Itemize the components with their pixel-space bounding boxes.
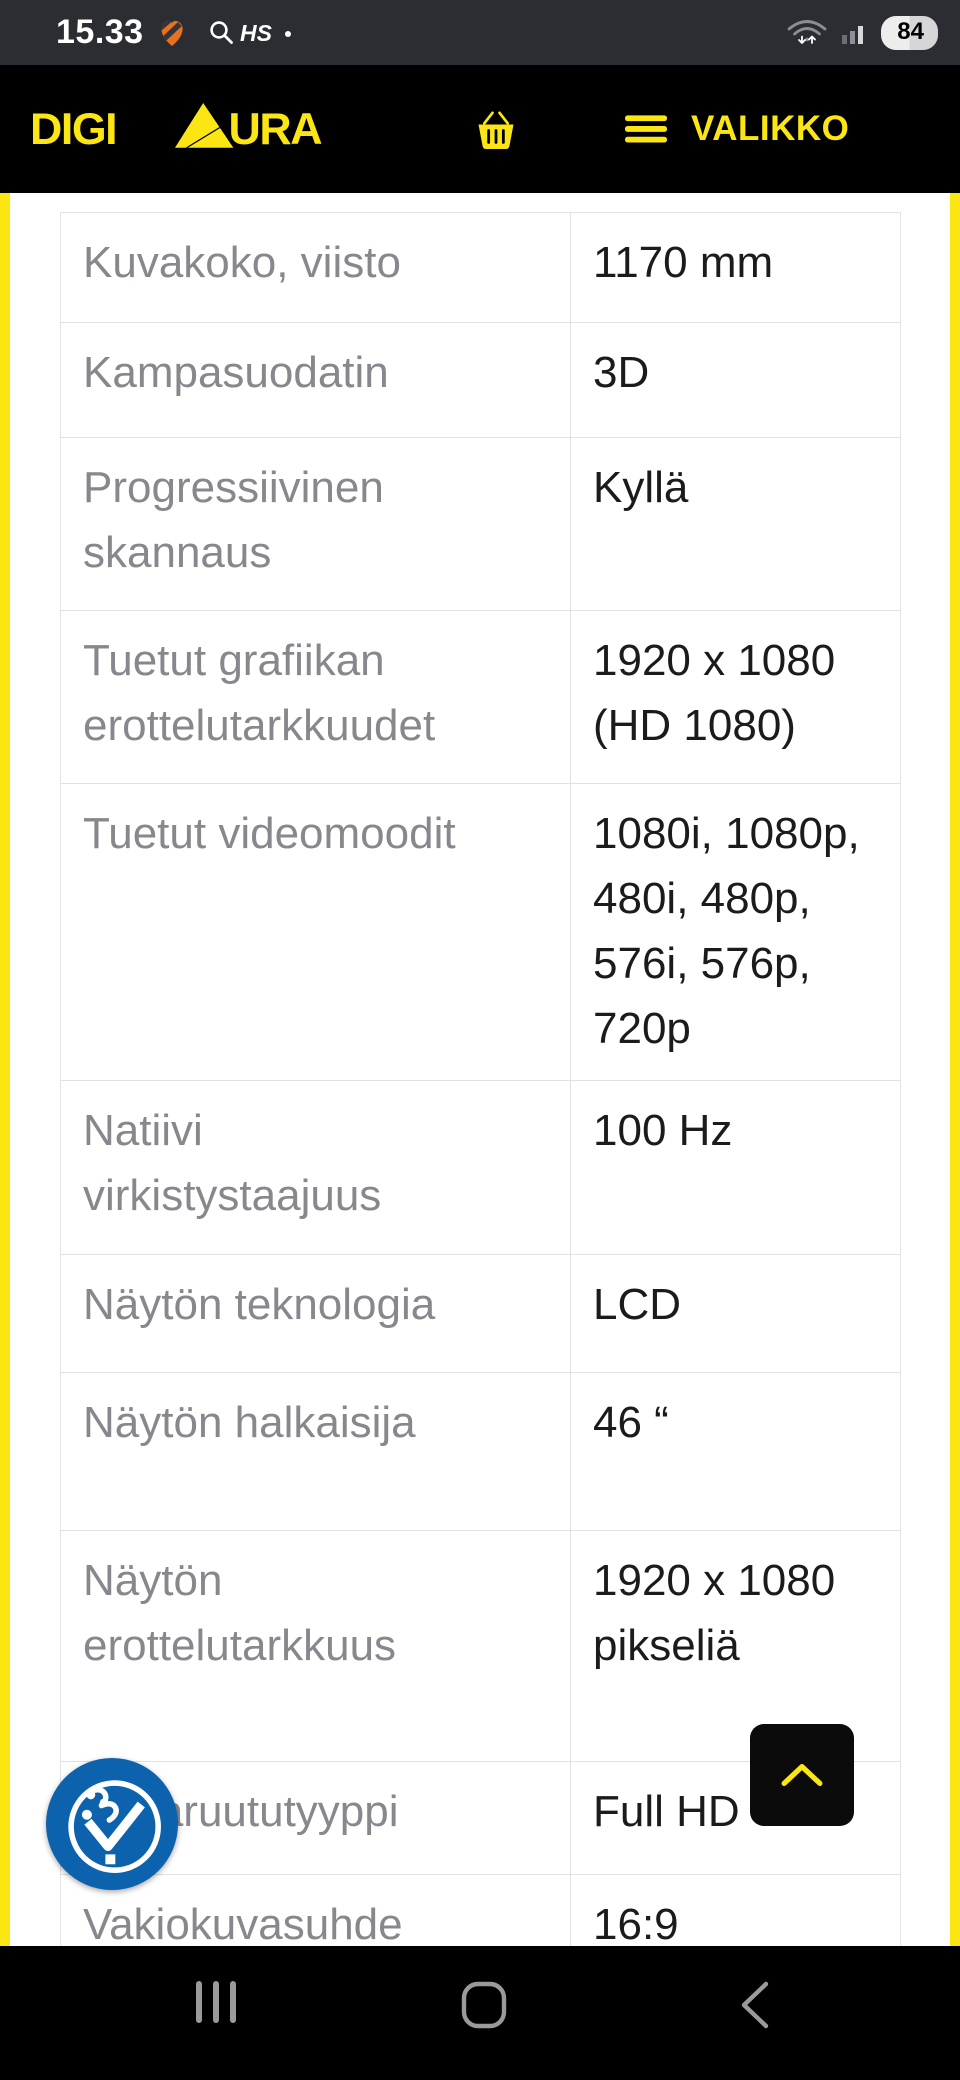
svg-text:HS: HS bbox=[240, 20, 273, 46]
svg-text:DIGI: DIGI bbox=[30, 104, 116, 154]
svg-text:URA: URA bbox=[228, 104, 322, 154]
